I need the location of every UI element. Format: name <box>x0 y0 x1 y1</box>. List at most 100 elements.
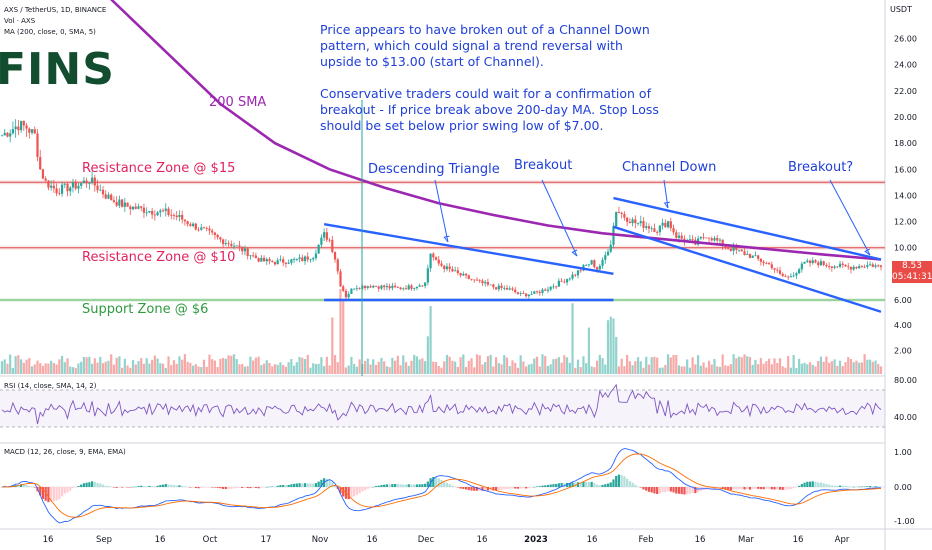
time-tick-label: Feb <box>638 535 653 545</box>
volume-bar <box>342 301 345 374</box>
macd-histogram-bar <box>527 487 530 489</box>
volume-bar <box>754 359 757 374</box>
candle-body <box>702 237 705 238</box>
volume-bar <box>628 361 631 374</box>
macd-histogram-bar <box>99 483 102 487</box>
candle-body <box>301 257 304 262</box>
arrow-breakout <box>541 179 578 257</box>
label-channel-down: Channel Down <box>622 160 717 175</box>
macd-histogram-bar <box>617 474 621 487</box>
macd-histogram-bar <box>194 487 197 489</box>
macd-histogram-bar <box>211 487 214 488</box>
volume-bar <box>93 358 96 374</box>
candle-body <box>323 232 326 238</box>
candle-body <box>355 288 358 290</box>
volume-bar <box>110 354 113 374</box>
volume-line: Vol · AXS <box>4 17 36 25</box>
macd-histogram-bar <box>47 487 50 503</box>
macd-histogram-bar <box>121 487 124 488</box>
volume-bar <box>393 360 397 374</box>
macd-histogram-bar <box>385 484 389 487</box>
volume-bar <box>470 358 473 374</box>
volume-bar <box>399 365 402 374</box>
macd-histogram-bar <box>454 486 457 487</box>
macd-histogram-bar <box>724 487 727 490</box>
macd-histogram-bar <box>25 484 28 487</box>
macd-histogram-bar <box>800 484 803 487</box>
candle-body <box>847 266 850 268</box>
candle-body <box>366 286 369 288</box>
candle-body <box>320 237 323 245</box>
volume-bar <box>183 354 186 374</box>
macd-histogram-bar <box>819 482 823 487</box>
candle-body <box>271 261 274 263</box>
volume-bar <box>9 354 12 374</box>
macd-histogram-bar <box>257 487 260 489</box>
candle-body <box>492 284 495 288</box>
volume-bar <box>391 357 394 374</box>
candle-body <box>339 271 342 287</box>
macd-histogram-bar <box>789 487 793 489</box>
macd-histogram-bar <box>841 485 844 487</box>
candle-body <box>424 282 427 287</box>
volume-bar <box>617 366 621 374</box>
volume-bar <box>153 355 156 374</box>
candle-body <box>418 285 421 287</box>
macd-histogram-bar <box>33 487 36 488</box>
macd-histogram-bar <box>181 485 184 487</box>
candle-body <box>20 120 23 131</box>
volume-bar <box>505 357 509 374</box>
label-breakout: Breakout <box>514 158 573 173</box>
candle-body <box>358 288 361 290</box>
macd-histogram-bar <box>863 486 866 488</box>
macd-histogram-bar <box>481 487 484 491</box>
macd-histogram-bar <box>776 487 779 490</box>
candle-body <box>650 228 653 230</box>
volume-bar <box>579 367 582 374</box>
volume-bar <box>3 359 6 374</box>
candle-body <box>314 253 318 259</box>
volume-bar <box>142 363 146 374</box>
volume-bar <box>30 366 34 374</box>
volume-bar <box>396 355 399 374</box>
candle-body <box>691 239 694 240</box>
candle-body <box>653 228 656 232</box>
volume-bar <box>385 366 389 374</box>
volume-bar <box>519 355 522 374</box>
volume-bar <box>82 356 85 374</box>
volume-bar <box>243 366 247 374</box>
volume-bar <box>39 363 42 374</box>
volume-bar <box>6 363 9 374</box>
volume-bar <box>156 358 159 374</box>
volume-bar <box>467 360 470 374</box>
macd-histogram-bar <box>96 482 99 487</box>
volume-bar <box>544 356 547 374</box>
volume-bar <box>284 366 288 374</box>
candle-body <box>716 237 719 241</box>
macd-histogram-bar <box>238 487 241 488</box>
volume-bar <box>860 362 863 374</box>
candle-body <box>445 266 449 270</box>
volume-bar <box>164 367 167 374</box>
macd-histogram-bar <box>55 487 58 501</box>
volume-bar <box>844 362 847 374</box>
macd-histogram-bar <box>391 484 394 487</box>
macd-histogram-bar <box>549 484 552 487</box>
macd-histogram-bar <box>877 486 880 487</box>
candle-body <box>800 263 803 270</box>
macd-histogram-bar <box>825 484 828 487</box>
volume-bar <box>656 357 659 374</box>
volume-bar <box>260 365 263 374</box>
macd-histogram-bar <box>631 482 634 487</box>
macd-histogram-bar <box>639 487 642 488</box>
volume-bar <box>688 367 692 374</box>
candle-body <box>645 226 648 228</box>
candle-body <box>104 194 107 199</box>
volume-bar <box>290 359 293 374</box>
volume-bars <box>0 289 883 374</box>
macd-histogram-bar <box>767 487 771 490</box>
macd-histogram-bar <box>494 487 498 491</box>
volume-bar <box>751 364 754 374</box>
volume-bar <box>557 357 560 374</box>
